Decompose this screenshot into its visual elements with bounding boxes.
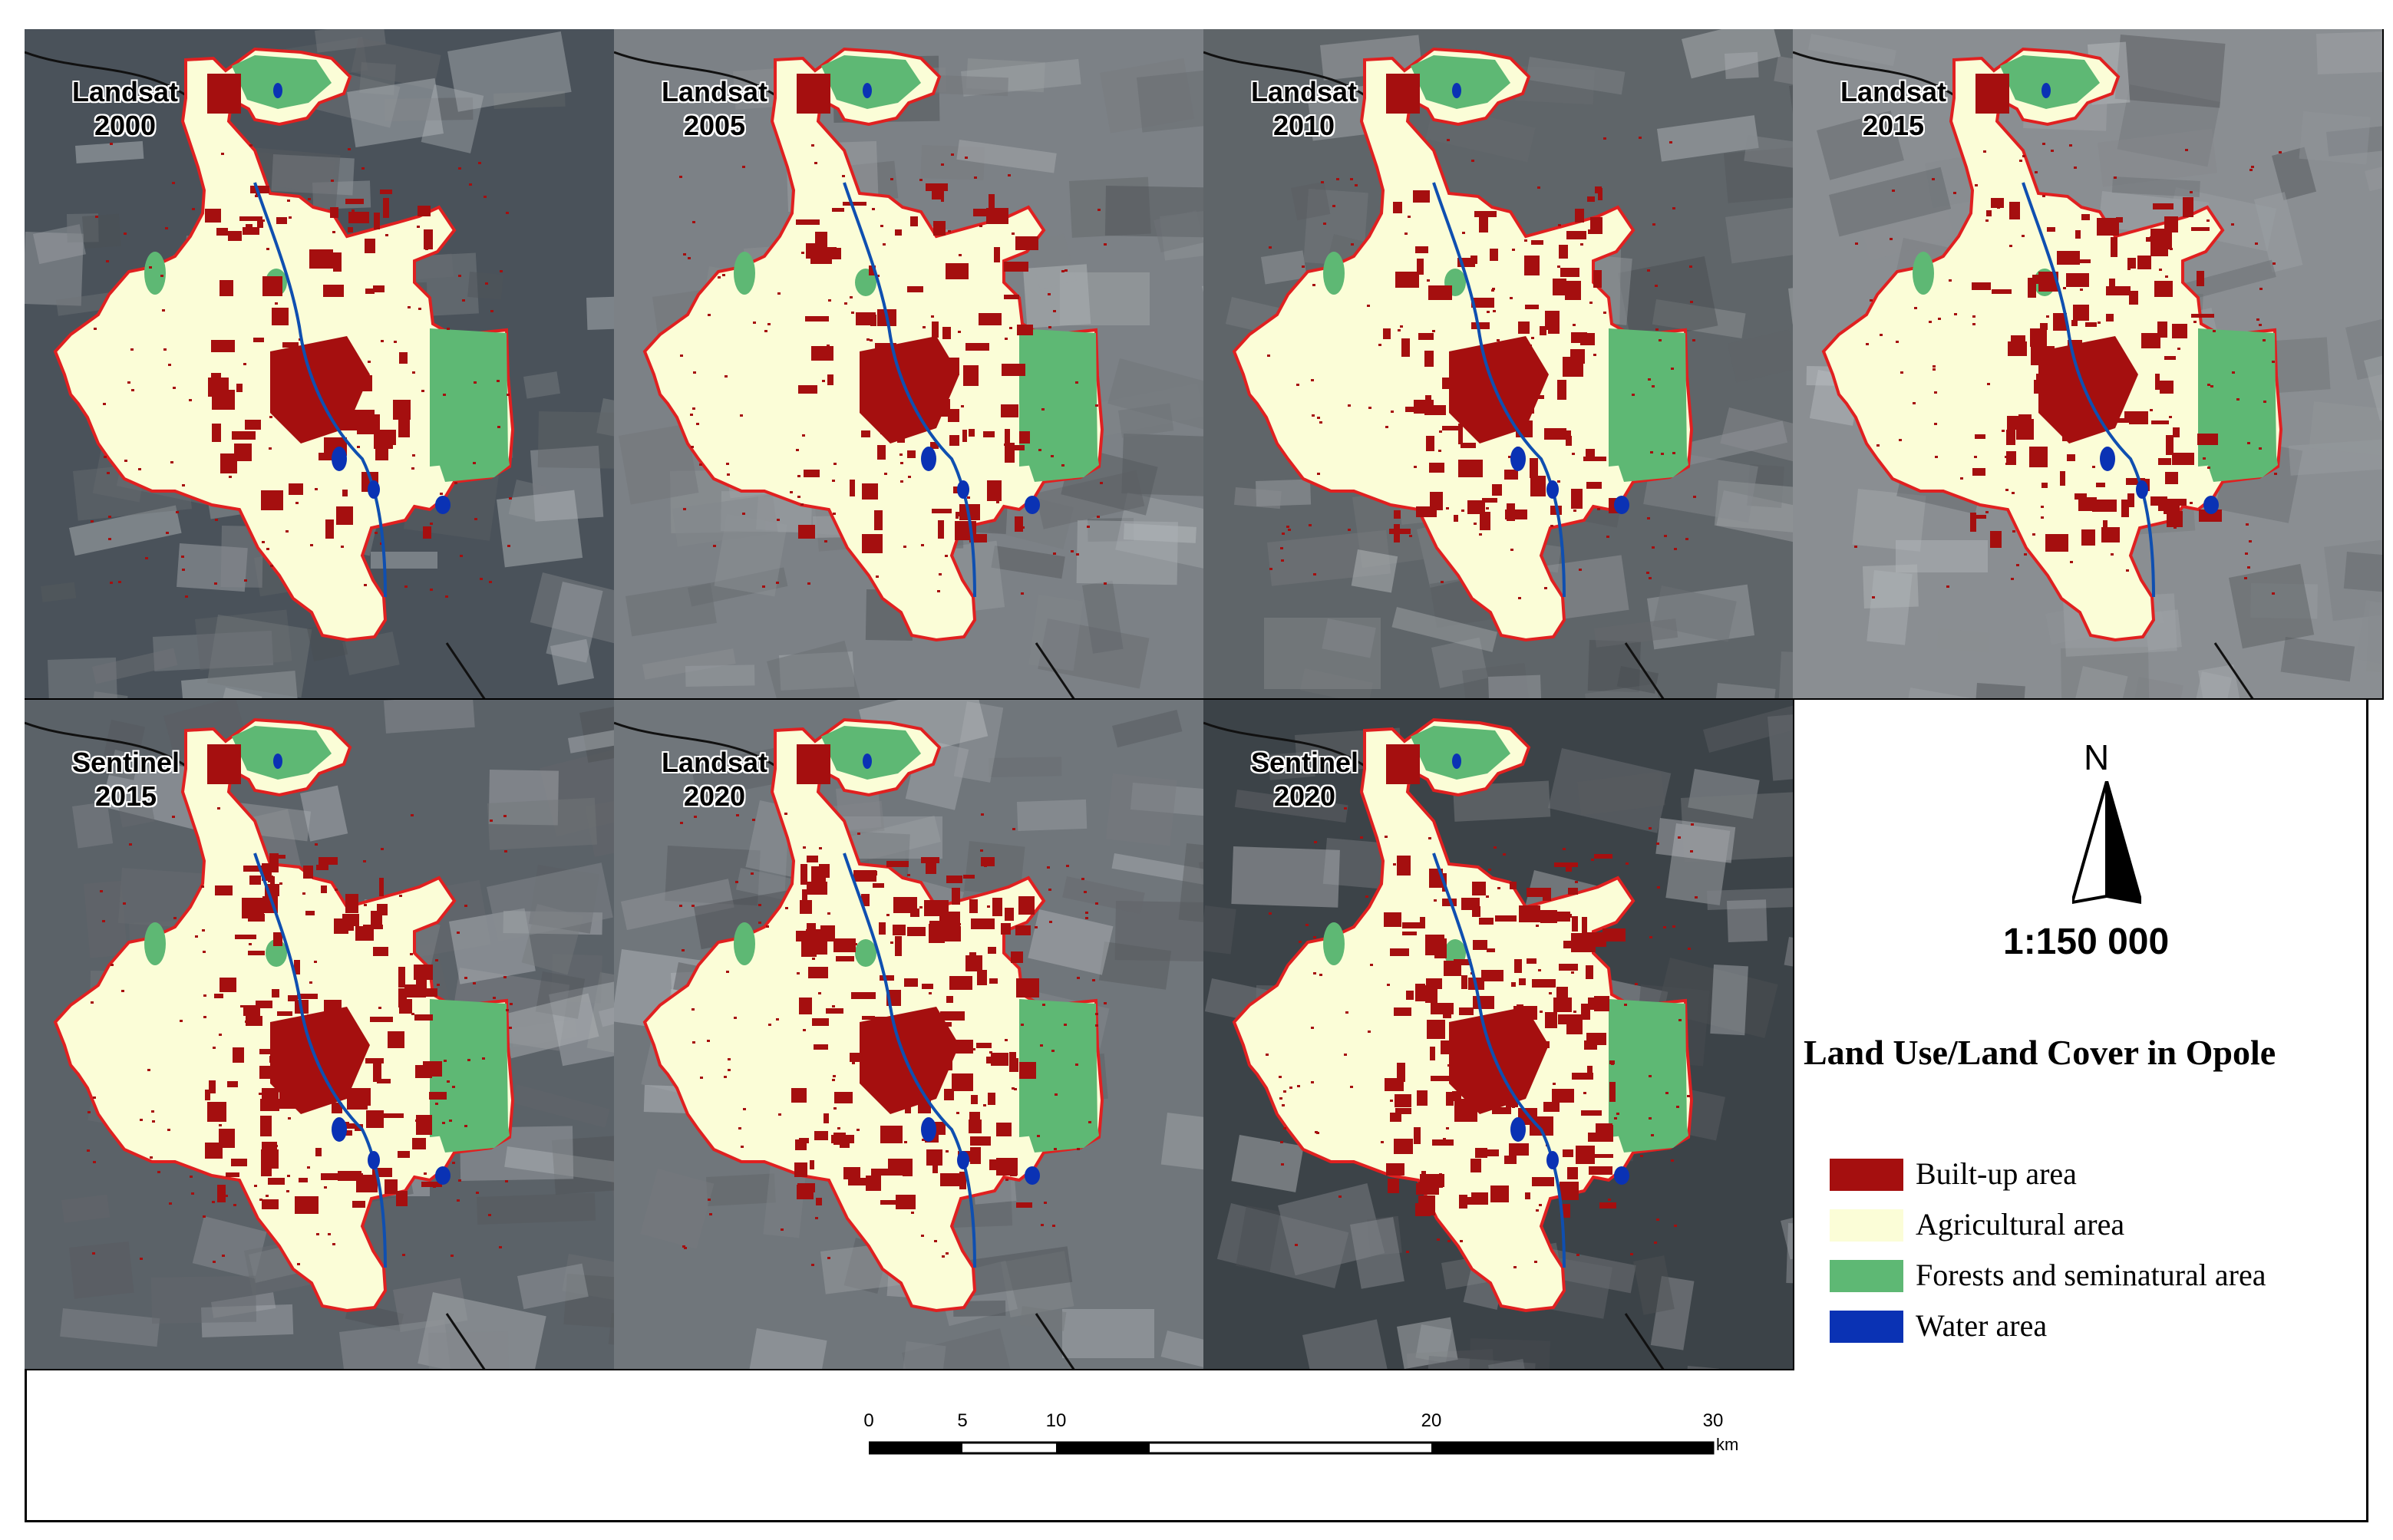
panel-year: 2020 (1273, 780, 1336, 812)
legend-label: Agricultural area (1916, 1207, 2125, 1242)
scale-bar-tick: 30 (1702, 1410, 1724, 1431)
panel-year: 2015 (94, 780, 157, 812)
scale-bar-tick: 10 (1045, 1410, 1067, 1431)
map-panel-landsat-2005: Landsat 2005 (614, 29, 1205, 700)
panel-year: 2015 (1862, 110, 1925, 141)
map-image (25, 29, 614, 698)
scale-ratio: 1:150 000 (2003, 922, 2170, 962)
legend-swatch (1830, 1311, 1903, 1343)
map-panel-sentinel-2015: Sentinel 2015 (25, 700, 616, 1370)
panel-sensor: Landsat (1840, 76, 1947, 107)
panel-year: 2010 (1272, 110, 1335, 141)
map-panel-landsat-2015: Landsat 2015 (1793, 29, 2384, 700)
map-panel-landsat-2000: Landsat 2000 (25, 29, 616, 700)
panel-label: Landsat 2020 (662, 746, 767, 813)
panel-label: Sentinel 2020 (1251, 746, 1358, 813)
panel-sensor: Landsat (662, 76, 768, 107)
north-label: N (2084, 737, 2110, 777)
legend-swatch (1830, 1159, 1903, 1191)
legend-label: Water area (1916, 1308, 2048, 1343)
legend-swatch (1830, 1209, 1903, 1242)
scale-bar-tick: 0 (863, 1410, 874, 1431)
map-image (614, 700, 1203, 1369)
panel-sensor: Landsat (72, 76, 179, 107)
panel-year: 2020 (683, 780, 746, 812)
panel-sensor: Landsat (1251, 76, 1358, 107)
legend-label: Built-up area (1916, 1156, 2077, 1191)
scale-bar-tick: 20 (1421, 1410, 1442, 1431)
map-image (25, 700, 614, 1369)
panel-sensor: Landsat (662, 747, 768, 778)
panel-label: Landsat 2005 (662, 75, 767, 143)
panel-sensor: Sentinel (72, 747, 180, 778)
panel-label: Landsat 2000 (72, 75, 178, 143)
legend-label: Forests and seminatural area (1916, 1258, 2266, 1292)
panel-sensor: Sentinel (1251, 747, 1359, 778)
legend-title: Land Use/Land Cover in Opole (1804, 1033, 2276, 1072)
map-image (1203, 29, 1793, 698)
scale-bar-tick: 5 (957, 1410, 968, 1431)
north-arrow-icon (2072, 781, 2141, 904)
map-image (1203, 700, 1793, 1369)
map-image (614, 29, 1203, 698)
panel-year: 2005 (683, 110, 746, 141)
scale-bar-unit: km (1716, 1435, 1739, 1454)
panel-label: Landsat 2015 (1840, 75, 1946, 143)
legend-swatch (1830, 1260, 1903, 1292)
panel-year: 2000 (94, 110, 157, 141)
panel-label: Landsat 2010 (1251, 75, 1357, 143)
panel-label: Sentinel 2015 (72, 746, 180, 813)
map-panel-landsat-2010: Landsat 2010 (1203, 29, 1794, 700)
map-image (1793, 29, 2382, 698)
map-panel-sentinel-2020: Sentinel 2020 (1203, 700, 1794, 1370)
scale-bar-graphic (869, 1441, 1715, 1455)
map-panel-landsat-2020: Landsat 2020 (614, 700, 1205, 1370)
